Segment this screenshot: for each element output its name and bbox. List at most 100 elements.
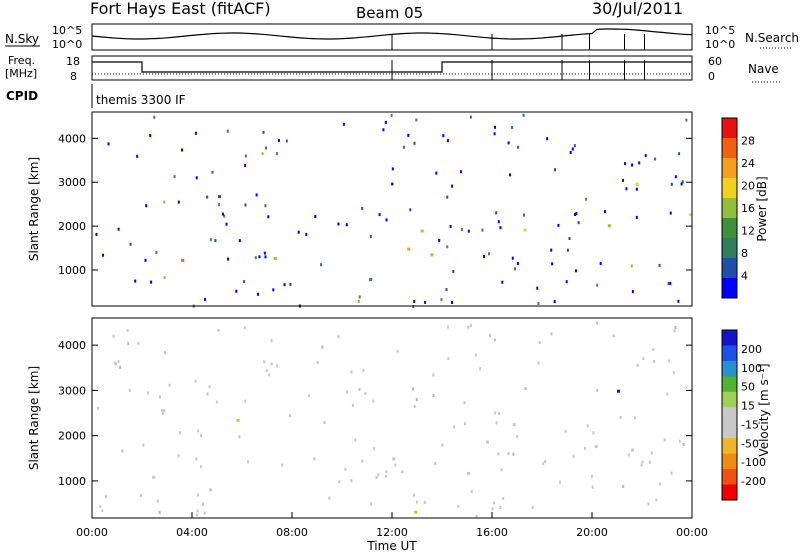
- scatter-echo: [134, 279, 137, 283]
- colorbar-segment: [722, 484, 737, 501]
- power-panel: 1000 2000 3000 4000 Slant Range [km] 28 24 20…: [27, 111, 769, 308]
- scatter-echo: [402, 145, 405, 149]
- scatter-echo: [361, 206, 364, 210]
- colorbar-segment: [722, 138, 737, 159]
- x-tick-label: 16:00: [476, 526, 508, 539]
- scatter-echo: [469, 115, 472, 119]
- scatter-echo: [244, 399, 247, 403]
- echo-cell: [420, 229, 424, 233]
- scatter-echo: [531, 505, 534, 509]
- scatter-echo: [435, 171, 438, 175]
- scatter-echo: [307, 394, 310, 398]
- scatter-echo: [453, 425, 456, 429]
- y-tick-label: 3000: [58, 384, 86, 397]
- x-tick-label: 00:00: [76, 526, 108, 539]
- scatter-echo: [244, 203, 247, 207]
- scatter-echo: [181, 148, 183, 152]
- beam-title: Beam 05: [356, 4, 423, 22]
- scatter-echo: [434, 462, 437, 465]
- scatter-echo: [102, 253, 104, 257]
- echo-cell: [607, 224, 611, 228]
- scatter-echo: [542, 462, 545, 466]
- noise-tick-high-left: 10^5: [52, 24, 82, 37]
- scatter-echo: [196, 509, 199, 513]
- scatter-echo: [517, 145, 519, 149]
- scatter-echo: [441, 443, 444, 447]
- colorbar-tick-label: 12: [741, 225, 755, 238]
- scatter-echo: [358, 295, 361, 299]
- scatter-echo: [653, 360, 655, 363]
- scatter-echo: [522, 113, 525, 117]
- colorbar-segment: [722, 453, 737, 470]
- scatter-echo: [218, 203, 220, 207]
- power-ylabel: Slant Range [km]: [27, 157, 41, 261]
- colorbar-segment: [722, 376, 737, 393]
- scatter-echo: [261, 152, 264, 156]
- frequency-panel: Freq. [MHz] 18 8 60 0 Nave: [5, 54, 780, 83]
- colorbar-tick-label: 15: [741, 400, 755, 413]
- scatter-echo: [495, 211, 498, 215]
- scatter-echo: [209, 238, 212, 242]
- velocity-y-axis: 1000 2000 3000 4000: [58, 339, 692, 488]
- x-tick-label: 00:00: [676, 526, 708, 539]
- scatter-echo: [357, 299, 360, 303]
- x-tick-label: 08:00: [276, 526, 308, 539]
- colorbar-segment: [722, 438, 737, 455]
- scatter-echo: [258, 255, 261, 259]
- scatter-echo: [654, 157, 657, 161]
- scatter-echo: [370, 502, 373, 506]
- scatter-echo: [446, 139, 449, 143]
- scatter-echo: [209, 488, 212, 492]
- scatter-echo: [442, 134, 445, 138]
- scatter-echo: [238, 435, 241, 439]
- scatter-echo: [158, 510, 161, 514]
- scatter-echo: [511, 256, 514, 260]
- scatter-echo: [415, 118, 418, 122]
- scatter-echo: [350, 479, 353, 483]
- scatter-echo: [289, 414, 292, 418]
- scatter-echo: [196, 513, 199, 517]
- x-tick-label: 20:00: [576, 526, 608, 539]
- scatter-echo: [214, 239, 217, 243]
- scatter-echo: [268, 373, 271, 377]
- scatter-echo: [424, 300, 427, 304]
- scatter-echo: [305, 233, 308, 236]
- scatter-echo: [361, 459, 364, 463]
- scatter-echo: [226, 129, 229, 133]
- scatter-echo: [99, 504, 102, 508]
- scatter-echo: [565, 280, 568, 284]
- colorbar-frame: [721, 117, 738, 299]
- scatter-echo: [500, 468, 503, 472]
- scatter-echo: [574, 213, 576, 216]
- scatter-echo: [457, 504, 460, 508]
- scatter-echo: [289, 283, 292, 286]
- colorbar-segment: [722, 118, 737, 139]
- scatter-echo: [117, 227, 120, 231]
- scatter-echo: [493, 501, 496, 505]
- scatter-echo: [463, 422, 466, 426]
- scatter-echo: [659, 482, 662, 486]
- colorbar-segment: [722, 198, 737, 219]
- noise-tick-low-right: 10^0: [705, 38, 735, 51]
- scatter-echo: [225, 222, 228, 226]
- scatter-echo: [669, 281, 672, 285]
- scatter-echo: [136, 154, 139, 158]
- scatter-echo: [177, 454, 180, 458]
- scatter-echo: [537, 361, 540, 365]
- scatter-echo: [685, 118, 688, 122]
- scatter-echo: [158, 395, 161, 399]
- scatter-echo: [320, 263, 322, 267]
- colorbar-segment: [722, 422, 737, 439]
- scatter-echo: [200, 434, 202, 438]
- scatter-echo: [512, 452, 515, 456]
- scatter-echo: [680, 182, 683, 186]
- scatter-echo: [642, 357, 645, 361]
- colorbar-tick-label: 20: [741, 180, 755, 193]
- scatter-echo: [384, 120, 387, 124]
- scatter-echo: [590, 474, 593, 478]
- scatter-echo: [413, 141, 416, 145]
- scatter-echo: [244, 154, 247, 158]
- scatter-echo: [208, 385, 211, 389]
- scatter-echo: [95, 232, 98, 236]
- scatter-echo: [499, 226, 502, 230]
